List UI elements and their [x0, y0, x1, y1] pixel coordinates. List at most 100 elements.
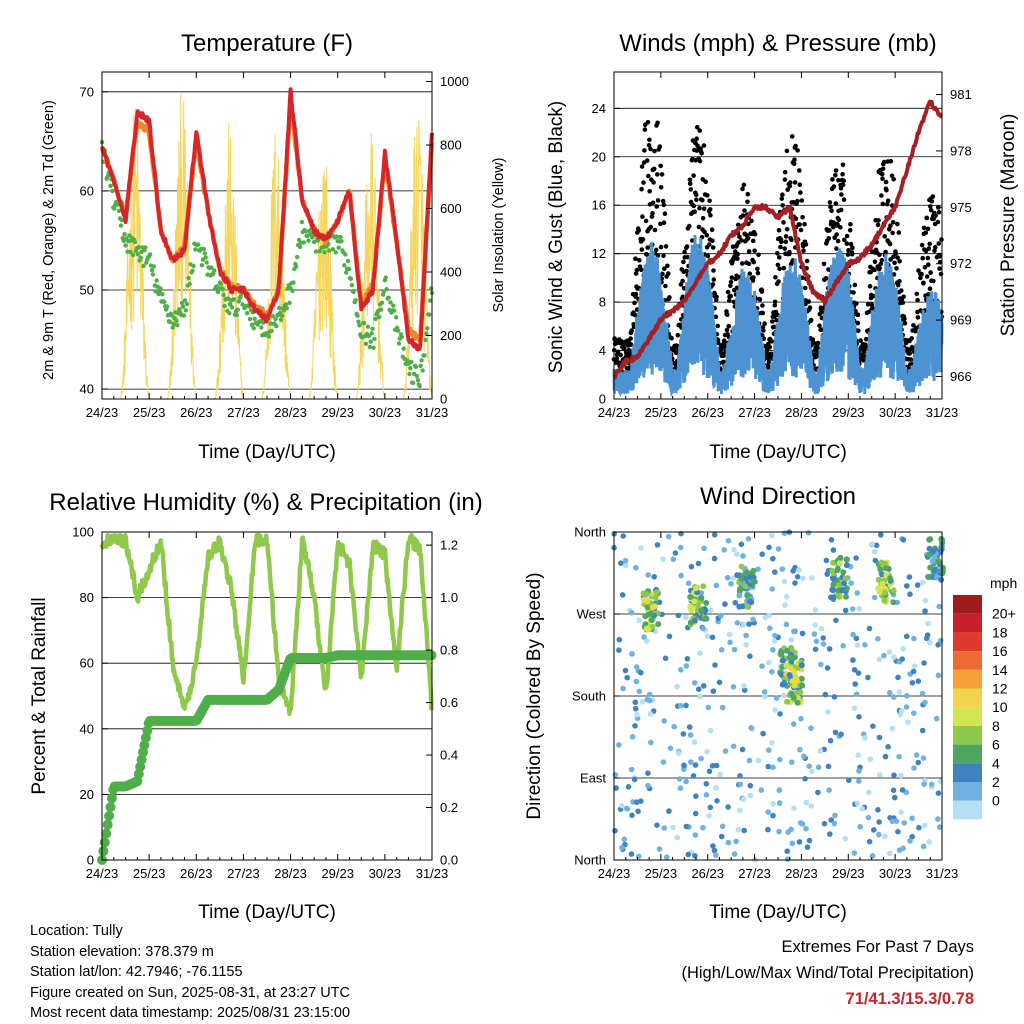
direction-point: [629, 651, 635, 657]
dewpoint-point: [279, 313, 285, 318]
direction-point: [632, 723, 638, 729]
dewpoint-point: [363, 341, 369, 346]
dewpoint-point: [171, 321, 176, 327]
direction-point: [843, 585, 850, 592]
gust-point: [782, 169, 788, 175]
direction-point: [645, 782, 651, 789]
dewpoint-point: [251, 326, 256, 331]
direction-point: [854, 800, 861, 807]
x-tick-label: 29/23: [321, 866, 354, 881]
direction-point: [762, 614, 769, 621]
gust-point: [793, 216, 799, 222]
legend-swatch: [953, 782, 982, 801]
direction-point: [628, 609, 635, 616]
direction-point: [922, 608, 928, 614]
direction-point: [725, 537, 732, 544]
gust-point: [928, 204, 933, 209]
direction-point: [643, 598, 650, 605]
direction-point: [876, 734, 883, 741]
gust-point: [803, 242, 809, 247]
dewpoint-point: [177, 307, 182, 312]
direction-point: [929, 558, 936, 565]
dewpoint-point: [186, 275, 191, 281]
gust-point: [936, 241, 941, 246]
direction-point: [909, 833, 915, 840]
direction-point: [747, 792, 754, 799]
gust-point: [647, 189, 652, 194]
direction-point: [856, 606, 863, 612]
gust-point: [715, 323, 720, 329]
legend-swatch: [953, 800, 982, 820]
direction-point: [876, 831, 882, 838]
gust-point: [632, 312, 638, 318]
direction-point: [853, 635, 860, 642]
dewpoint-point: [108, 183, 113, 189]
y-tick-label-right: 969: [950, 313, 972, 328]
dewpoint-point: [379, 300, 385, 305]
direction-point: [853, 555, 859, 561]
dewpoint-point: [428, 286, 434, 291]
gust-point: [750, 238, 756, 244]
direction-point: [820, 635, 826, 641]
direction-point: [886, 649, 893, 655]
gust-point: [889, 173, 895, 179]
gust-point: [663, 283, 668, 289]
gust-point: [684, 244, 690, 249]
dewpoint-point: [284, 306, 289, 311]
dewpoint-point: [202, 251, 207, 256]
direction-point: [770, 801, 776, 807]
direction-point: [843, 556, 850, 563]
direction-point: [899, 656, 905, 662]
direction-point: [830, 547, 837, 553]
x-tick-label: 31/23: [926, 405, 959, 420]
direction-point: [722, 748, 729, 754]
direction-point: [736, 592, 743, 599]
dewpoint-point: [338, 234, 343, 240]
direction-point: [691, 598, 698, 605]
gust-point: [675, 332, 681, 338]
direction-point: [692, 810, 699, 817]
direction-point: [623, 562, 629, 569]
gust-point: [890, 220, 896, 225]
direction-point: [770, 764, 776, 771]
gust-point: [710, 282, 716, 287]
direction-point: [854, 590, 861, 596]
direction-point: [746, 621, 752, 627]
y-tick-label: 50: [80, 283, 94, 298]
gust-point: [852, 282, 858, 288]
direction-point: [938, 576, 945, 583]
gust-point: [838, 225, 843, 230]
direction-point: [799, 821, 806, 827]
dewpoint-point: [345, 258, 351, 264]
direction-point: [842, 575, 849, 582]
direction-point: [674, 683, 680, 690]
direction-point: [865, 674, 871, 681]
gust-point: [779, 239, 784, 245]
direction-point: [730, 743, 737, 750]
gust-point: [746, 261, 752, 267]
y-tick-label-right: 0.8: [440, 643, 458, 658]
gust-point: [841, 197, 847, 202]
gust-point: [787, 249, 792, 255]
dewpoint-point: [410, 380, 416, 386]
gust-point: [926, 246, 932, 251]
direction-point: [927, 564, 934, 571]
gust-point: [838, 207, 844, 213]
dewpoint-point: [218, 281, 223, 287]
dewpoint-point: [333, 250, 338, 255]
direction-point: [896, 847, 903, 853]
gust-point: [863, 336, 869, 342]
gust-point: [804, 258, 810, 264]
gust-point: [640, 214, 645, 219]
direction-point: [665, 533, 672, 540]
gust-point: [902, 316, 907, 322]
gust-point: [705, 253, 711, 259]
dewpoint-point: [132, 239, 138, 245]
dewpoint-point: [427, 312, 432, 317]
gust-point: [872, 267, 877, 273]
gust-point: [697, 158, 703, 164]
direction-point: [825, 709, 831, 715]
gust-point: [880, 166, 886, 172]
direction-point: [925, 620, 931, 627]
direction-point: [854, 642, 861, 649]
